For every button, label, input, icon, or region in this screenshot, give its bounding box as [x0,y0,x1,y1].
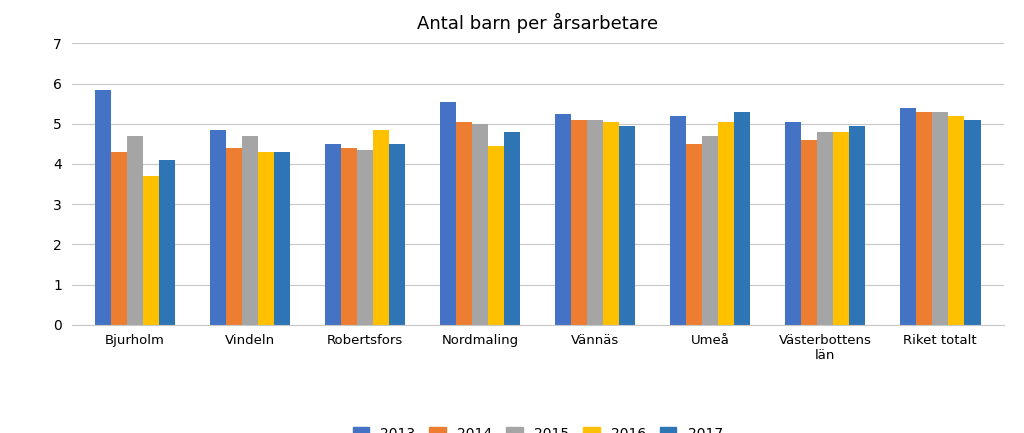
Bar [440,102,456,325]
Bar [686,144,702,325]
Bar [226,148,242,325]
Bar [143,176,159,325]
Bar [258,152,274,325]
Bar [900,108,916,325]
Bar [965,120,981,325]
Bar [127,136,143,325]
Bar [242,136,258,325]
Title: Antal barn per årsarbetare: Antal barn per årsarbetare [417,13,658,33]
Bar [620,126,635,325]
Bar [456,122,472,325]
Bar [948,116,965,325]
Bar [734,112,751,325]
Bar [916,112,932,325]
Bar [325,144,341,325]
Bar [834,132,849,325]
Bar [587,120,603,325]
Bar [210,130,226,325]
Bar [571,120,587,325]
Bar [555,114,571,325]
Bar [817,132,834,325]
Bar [849,126,865,325]
Legend: 2013, 2014, 2015, 2016, 2017: 2013, 2014, 2015, 2016, 2017 [347,422,728,433]
Bar [932,112,948,325]
Bar [603,122,620,325]
Bar [389,144,406,325]
Bar [111,152,127,325]
Bar [488,146,504,325]
Bar [785,122,801,325]
Bar [718,122,734,325]
Bar [159,160,175,325]
Bar [702,136,718,325]
Bar [341,148,357,325]
Bar [670,116,686,325]
Bar [274,152,290,325]
Bar [801,140,817,325]
Bar [357,150,373,325]
Bar [94,90,111,325]
Bar [373,130,389,325]
Bar [504,132,520,325]
Bar [472,124,488,325]
